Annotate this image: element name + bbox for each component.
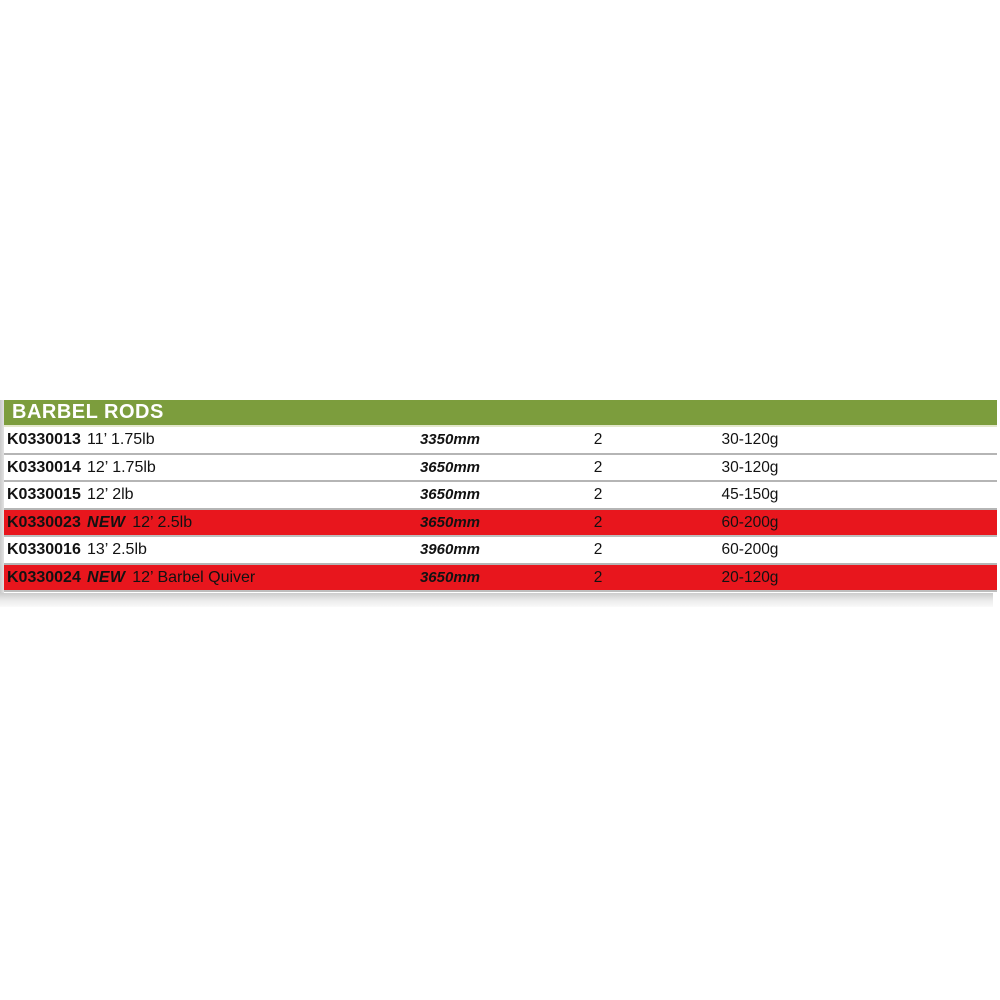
length-value: 3960mm	[419, 541, 481, 558]
length-value: 3650mm	[419, 513, 481, 531]
sections-value: 2	[593, 458, 603, 476]
length-value: 3350mm	[419, 431, 481, 448]
table-left-shadow	[0, 400, 4, 602]
product-code: K0330013	[7, 431, 81, 448]
product-code: K0330014	[7, 458, 81, 476]
product-code: K0330016	[7, 541, 81, 558]
product-description-cell: NEW 12’ 2.5lb	[87, 510, 377, 536]
casting-weight-value: 60-200g	[721, 513, 779, 531]
product-description-cell: 13’ 2.5lb	[87, 537, 377, 563]
casting-weight-value: 30-120g	[721, 431, 779, 448]
length-value: 3650mm	[419, 458, 481, 476]
product-description: 13’ 2.5lb	[87, 541, 147, 558]
table-row: K0330015 12’ 2lb 3650mm 2 45-150g	[4, 482, 997, 510]
sections-value: 2	[593, 486, 603, 503]
product-code: K0330015	[7, 486, 81, 503]
sections-value: 2	[593, 568, 603, 586]
casting-weight-value: 30-120g	[721, 458, 779, 476]
casting-weight-value: 45-150g	[721, 486, 779, 503]
product-description: 12’ 2lb	[87, 486, 134, 503]
product-description: 11’ 1.75lb	[87, 431, 155, 448]
table-row: K0330016 13’ 2.5lb 3960mm 2 60-200g	[4, 537, 997, 565]
product-description-cell: 11’ 1.75lb	[87, 427, 377, 453]
product-description: 12’ 2.5lb	[132, 513, 193, 531]
table-bottom-shadow	[0, 593, 993, 607]
new-badge: NEW	[87, 568, 126, 586]
casting-weight-value: 60-200g	[721, 541, 779, 558]
table-row: K0330023 NEW 12’ 2.5lb 3650mm 2 60-200g	[4, 509, 997, 537]
sections-value: 2	[593, 541, 603, 558]
casting-weight-value: 20-120g	[721, 568, 779, 586]
table-row: K0330024 NEW 12’ Barbel Quiver 3650mm 2 2…	[4, 564, 997, 592]
product-description-cell: 12’ 2lb	[87, 482, 377, 508]
new-badge: NEW	[87, 513, 126, 531]
length-value: 3650mm	[419, 486, 481, 503]
product-code: K0330024	[7, 568, 81, 586]
product-code: K0330023	[7, 513, 81, 531]
product-description-cell: 12’ 1.75lb	[87, 455, 377, 481]
sections-value: 2	[593, 513, 603, 531]
product-description: 12’ 1.75lb	[87, 458, 156, 476]
product-table: BARBEL RODS K0330013 11’ 1.75lb 3350mm 2…	[4, 400, 997, 592]
product-description-cell: NEW 12’ Barbel Quiver	[87, 565, 377, 591]
table-rows: K0330013 11’ 1.75lb 3350mm 2 30-120g K03…	[4, 427, 997, 592]
sections-value: 2	[593, 431, 603, 448]
table-row: K0330014 12’ 1.75lb 3650mm 2 30-120g	[4, 454, 997, 482]
length-value: 3650mm	[419, 568, 481, 586]
table-title: BARBEL RODS	[12, 401, 164, 423]
table-header: BARBEL RODS	[4, 400, 997, 427]
product-description: 12’ Barbel Quiver	[132, 568, 256, 586]
table-row: K0330013 11’ 1.75lb 3350mm 2 30-120g	[4, 427, 997, 455]
